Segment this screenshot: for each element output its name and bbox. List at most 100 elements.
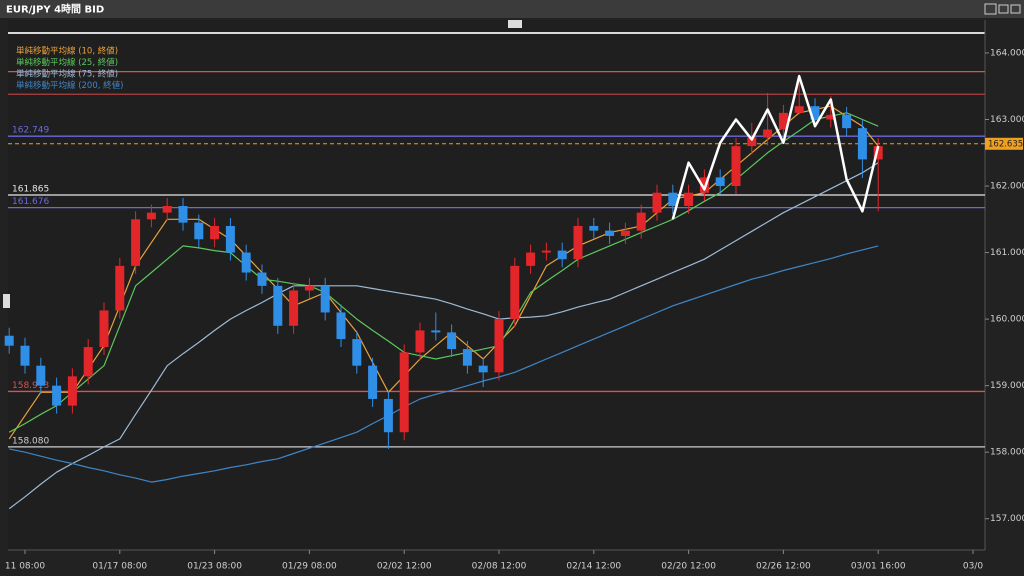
candle-body [462,349,472,366]
y-tick-label: 161.000 [990,248,1024,258]
candle-body [810,106,820,120]
candle-body [857,128,867,160]
price-line-label: 158.913 [12,381,49,391]
candle-body [778,112,788,130]
candle-body [257,272,267,286]
zigzag-line [671,74,880,220]
candle-body [52,385,62,406]
candle-body [178,205,188,223]
candle-body [747,137,757,147]
candle-body [731,146,741,187]
candle-body [36,365,46,386]
candle-body [447,332,457,350]
candle-body [541,250,551,253]
panel-toggle[interactable] [508,20,522,28]
candle-body [368,365,378,399]
x-tick-label: 02/26 12:00 [756,562,811,572]
window-buttons [984,3,1021,15]
candle-body [320,285,330,313]
moving-average [8,162,879,510]
y-tick-label: 157.000 [990,514,1024,524]
window-title: EUR/JPY 4時間 BID [6,3,104,16]
candle-body [873,146,883,160]
candle-body [431,330,441,333]
candle-body [162,205,172,213]
candle-body [842,114,852,129]
x-tick-label: 03/0 [963,562,983,572]
y-tick-label: 163.000 [990,115,1024,125]
candle-body [336,312,346,340]
candle-body [763,129,773,138]
candle-body [699,177,709,193]
y-tick-label: 160.000 [990,315,1024,325]
candle-body [383,398,393,433]
candle-body [225,225,235,253]
last-price-label: 162.635 [988,139,1023,149]
title-bar [0,0,1024,18]
candle-body [573,225,583,260]
candle-body [352,339,362,366]
help-button[interactable] [984,3,997,15]
y-tick-label: 162.000 [990,182,1024,192]
candle-body [241,252,251,273]
x-tick-label: 02/14 12:00 [566,562,621,572]
x-tick-label: 01/17 08:00 [92,562,147,572]
candle-body [115,265,125,311]
candle-body [636,212,646,231]
side-toggle[interactable] [3,294,10,308]
close-button[interactable] [1010,4,1021,14]
y-tick-label: 164.000 [990,48,1024,58]
candle-body [304,285,314,291]
candle-body [146,212,156,220]
candle-body [273,285,283,326]
candle-body [715,177,725,187]
candle-body [620,230,630,236]
x-tick-label: 02/20 12:00 [661,562,716,572]
y-tick-label: 158.000 [990,448,1024,458]
legend-entry: 単純移動平均線 (200, 終値) [16,80,123,91]
legend-entry: 単純移動平均線 (75, 終値) [16,69,118,80]
candle-body [131,219,141,266]
candle-body [99,310,109,348]
candle-body [605,230,615,236]
candle-body [194,222,204,240]
candle-body [20,345,30,366]
x-tick-label: 03/01 16:00 [851,562,906,572]
x-tick-label: 01/23 08:00 [187,562,242,572]
candle-body [794,106,804,113]
candle-body [83,347,93,377]
candle-body [4,335,14,346]
candle-body [684,192,694,206]
y-tick-label: 159.000 [990,381,1024,391]
candle-body [478,365,488,373]
price-line-label: 161.865 [12,185,49,195]
candle-body [589,225,599,231]
price-line-label: 158.080 [12,436,49,446]
candle-body [557,250,567,260]
price-line-label: 161.676 [12,197,49,207]
candle-body [494,319,504,373]
candle-body [399,352,409,433]
maximize-button[interactable] [998,4,1009,14]
candle-body [67,376,77,406]
candle-body [210,225,220,240]
candle-body [289,290,299,326]
candle-body [510,265,520,320]
candle-body [826,114,836,120]
legend-entry: 単純移動平均線 (25, 終値) [16,57,118,68]
candle-body [652,192,662,213]
price-line-label: 162.749 [12,126,49,136]
candle-body [415,330,425,353]
last-price-box [985,137,1023,150]
plot-area [8,20,985,550]
x-tick-label: 02/02 12:00 [377,562,432,572]
x-tick-label: 11 08:00 [5,562,46,572]
plot-layer: 157.000 158.000 159.000 160.000 161.000 162.0… [4,46,1024,572]
moving-average [9,245,879,483]
x-tick-label: 02/08 12:00 [472,562,527,572]
candle-body [668,192,678,206]
legend-entry: 単純移動平均線 (10, 終値) [16,46,118,57]
x-tick-label: 01/29 08:00 [282,562,337,572]
